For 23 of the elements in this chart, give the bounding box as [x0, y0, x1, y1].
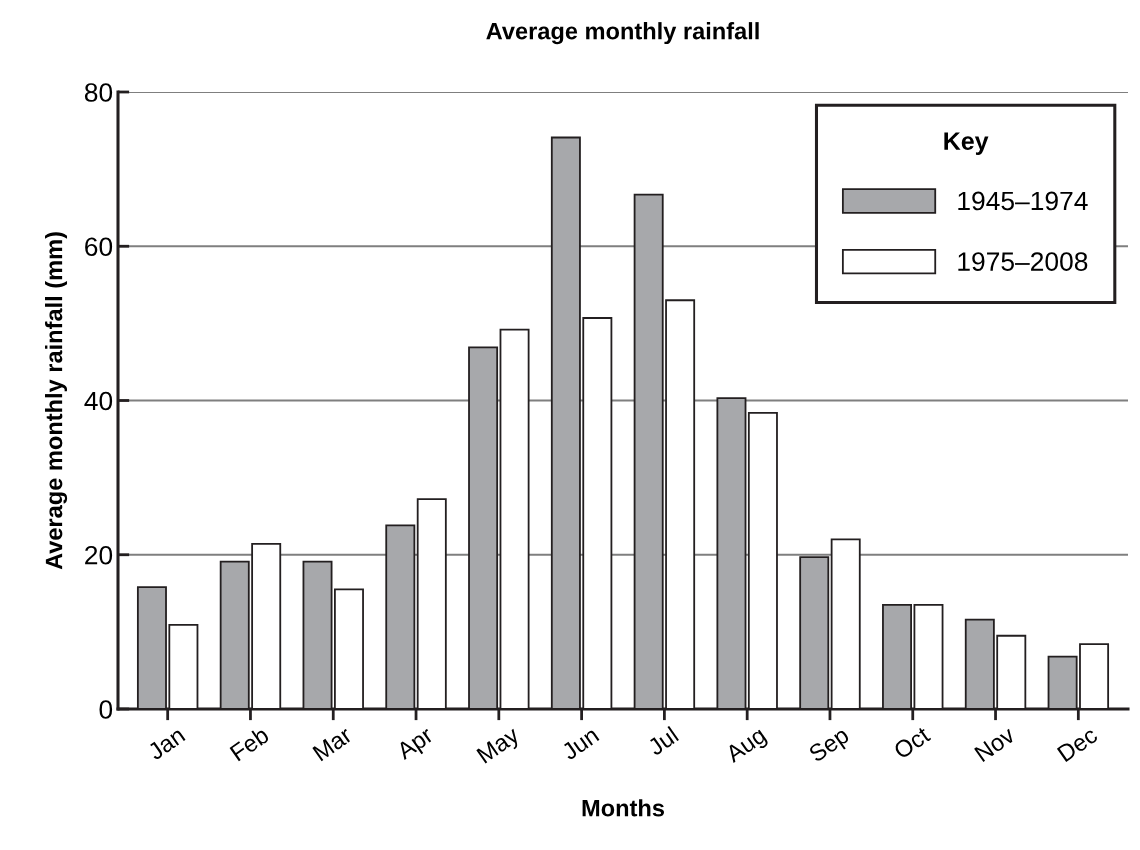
legend-label: 1945–1974 [958, 191, 1088, 211]
x-tick-label: Apr [395, 725, 438, 765]
chart-title: Average monthly rainfall [486, 22, 759, 45]
x-tick-label: Mar [312, 725, 354, 762]
y-tick-label: 0 [99, 700, 113, 719]
legend-label: 1975–2008 [958, 252, 1088, 271]
y-tick-label: 60 [85, 237, 113, 257]
x-tick-label: Aug [724, 726, 770, 768]
legend-title: Key [944, 132, 989, 155]
y-tick-label: 80 [84, 83, 113, 102]
y-tick-label: 20 [85, 545, 113, 565]
x-tick-label: Oct [892, 725, 932, 760]
y-axis-title: Average monthly rainfall (mm) [45, 232, 68, 570]
x-tick-label: Jan [146, 726, 186, 761]
x-tick-label: Sep [807, 726, 853, 767]
x-tick-label: Jun [560, 726, 600, 761]
x-tick-label: Nov [974, 725, 1017, 763]
x-tick-label: May [476, 725, 524, 768]
x-tick-label: Feb [229, 725, 270, 762]
y-tick-label: 40 [84, 391, 113, 411]
x-axis-title: Months [582, 799, 664, 817]
x-tick-label: Dec [1056, 726, 1099, 763]
x-tick-label: Jul [646, 725, 680, 757]
